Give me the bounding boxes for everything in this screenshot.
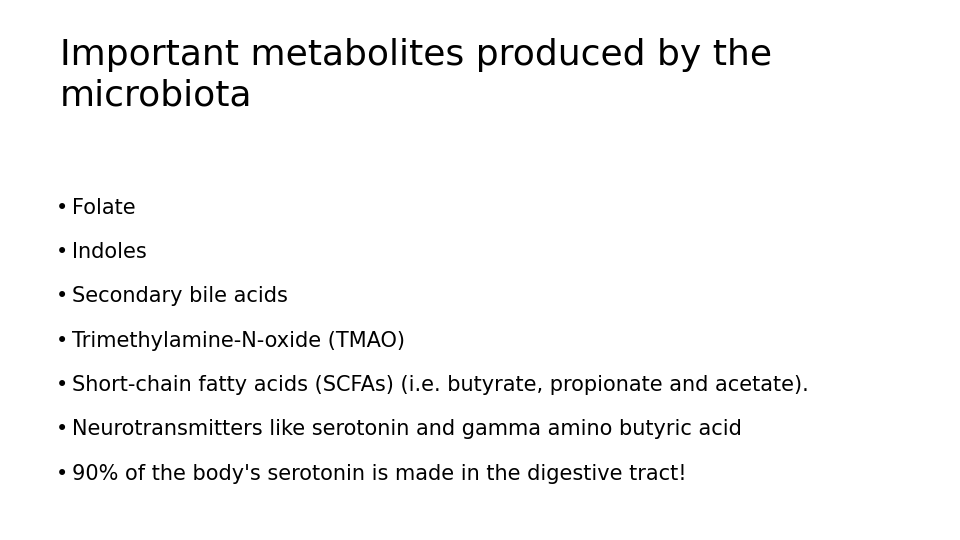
Text: •: • — [56, 286, 68, 307]
Text: •: • — [56, 330, 68, 351]
Text: •: • — [56, 242, 68, 262]
Text: •: • — [56, 463, 68, 484]
Text: Trimethylamine-N-oxide (TMAO): Trimethylamine-N-oxide (TMAO) — [72, 330, 405, 351]
Text: 90% of the body's serotonin is made in the digestive tract!: 90% of the body's serotonin is made in t… — [72, 463, 686, 484]
Text: Important metabolites produced by the
microbiota: Important metabolites produced by the mi… — [60, 38, 772, 112]
Text: Neurotransmitters like serotonin and gamma amino butyric acid: Neurotransmitters like serotonin and gam… — [72, 419, 742, 440]
Text: •: • — [56, 375, 68, 395]
Text: •: • — [56, 198, 68, 218]
Text: Indoles: Indoles — [72, 242, 147, 262]
Text: •: • — [56, 419, 68, 440]
Text: Folate: Folate — [72, 198, 135, 218]
Text: Secondary bile acids: Secondary bile acids — [72, 286, 288, 307]
Text: Short-chain fatty acids (SCFAs) (i.e. butyrate, propionate and acetate).: Short-chain fatty acids (SCFAs) (i.e. bu… — [72, 375, 808, 395]
